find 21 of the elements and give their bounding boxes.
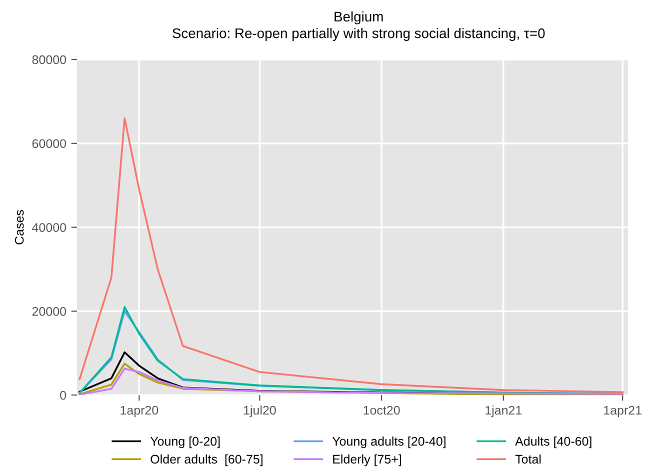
line-series <box>78 117 624 394</box>
x-tick-label: 1jan21 <box>486 405 522 418</box>
legend-label: Young adults [20-40] <box>332 436 446 448</box>
legend-label: Elderly [75+] <box>333 454 402 466</box>
x-tick-label: 1jul20 <box>244 405 276 418</box>
legend-label: Adults [40-60] <box>515 436 592 448</box>
legend-label: Young [0-20] <box>150 436 220 448</box>
x-tick-label: 1apr20 <box>120 406 158 418</box>
y-axis-title: Cases <box>14 210 24 244</box>
y-tick-label: 20000 <box>32 306 66 316</box>
legend-label: Total <box>515 454 541 464</box>
chart-title: Belgium <box>334 11 383 24</box>
legend-label: Older adults [60-75] <box>150 454 262 466</box>
y-tick-label: 60000 <box>32 139 66 148</box>
y-tick-label: 40000 <box>32 223 66 232</box>
chart-subtitle: Scenario: Re-open partially with strong social distancing, τ=0 <box>172 28 545 41</box>
y-tick-label: 80000 <box>32 55 66 64</box>
y-tick-label: 0 <box>60 390 66 400</box>
x-tick-label: 1oct20 <box>364 406 400 415</box>
line-series <box>78 368 624 396</box>
x-tick-label: 1apr21 <box>604 406 642 418</box>
